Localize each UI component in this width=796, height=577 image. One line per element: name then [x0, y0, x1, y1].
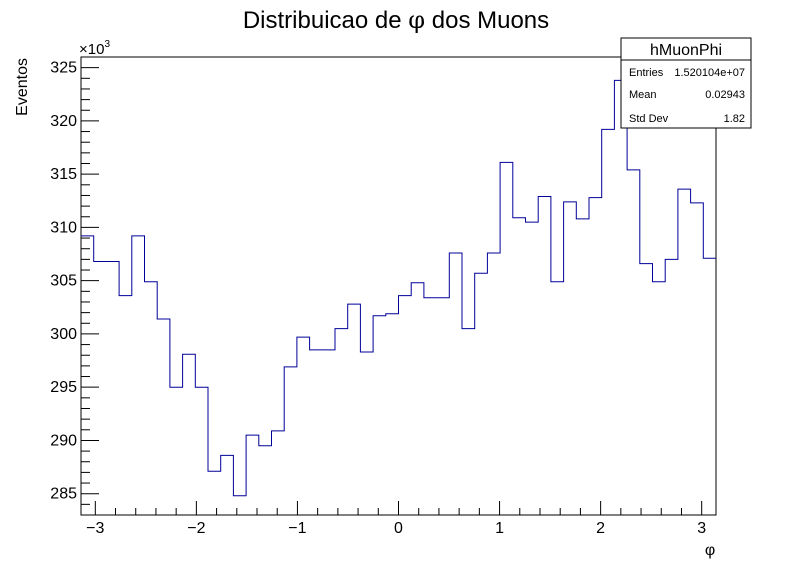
y-tick-label: 290 — [50, 432, 77, 449]
y-multiplier-label: ×103 — [79, 39, 110, 58]
stats-stddev-label: Std Dev — [629, 113, 669, 125]
x-axis-label: φ — [705, 542, 715, 559]
stats-stddev-value: 1.82 — [724, 113, 745, 125]
stats-box: hMuonPhi Entries 1.520104e+07 Mean 0.029… — [620, 37, 752, 129]
x-tick-label: −1 — [288, 520, 306, 537]
y-tick-label: 325 — [50, 60, 77, 77]
chart-title: Distribuicao de φ dos Muons — [243, 6, 549, 34]
y-tick-label: 300 — [50, 326, 77, 343]
x-tick-label: −3 — [86, 520, 104, 537]
x-tick-label: 2 — [596, 520, 605, 537]
y-tick-label: 310 — [50, 219, 77, 236]
x-tick-label: 3 — [697, 520, 706, 537]
axis-ticks — [81, 56, 703, 516]
x-tick-label: −2 — [187, 520, 205, 537]
y-tick-label: 285 — [50, 486, 77, 503]
stats-entries-label: Entries — [629, 67, 664, 79]
stats-box-title: hMuonPhi — [650, 42, 722, 59]
histogram-line — [81, 79, 716, 497]
y-tick-label: 295 — [50, 379, 77, 396]
stats-entries-value: 1.520104e+07 — [674, 67, 745, 79]
axis-tick-labels: −3 −2 −1 0 1 2 3 285 290 295 300 305 310 315 320 325 — [50, 60, 706, 537]
x-tick-label: 0 — [394, 520, 403, 537]
stats-mean-label: Mean — [629, 89, 657, 101]
x-tick-label: 1 — [495, 520, 504, 537]
stats-mean-value: 0.02943 — [705, 89, 745, 101]
stats-box-frame — [620, 37, 752, 129]
y-tick-label: 305 — [50, 273, 77, 290]
y-axis-label: Eventos — [14, 58, 31, 116]
y-tick-label: 320 — [50, 113, 77, 130]
y-tick-label: 315 — [50, 166, 77, 183]
